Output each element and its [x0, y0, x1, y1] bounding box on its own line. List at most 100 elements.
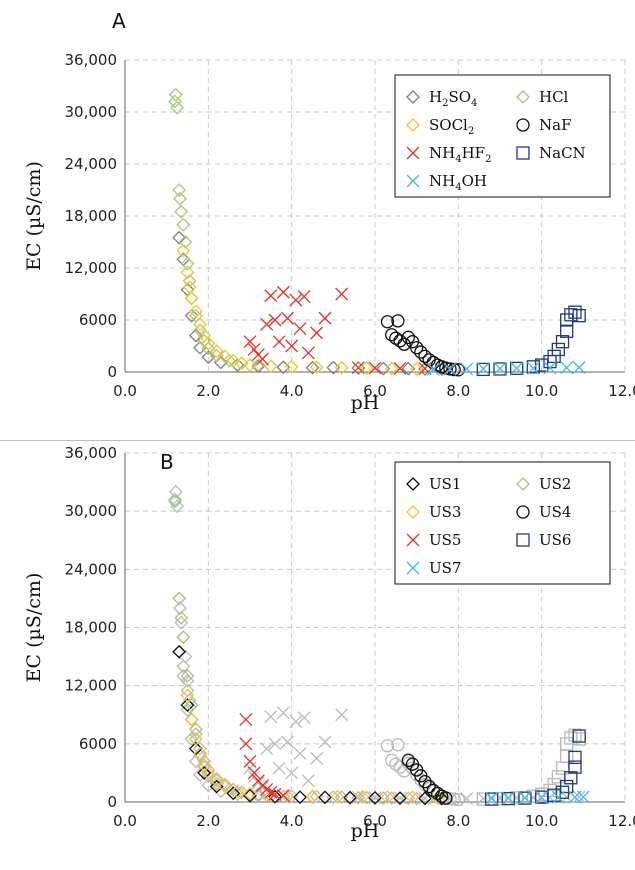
data-point — [184, 698, 199, 712]
background-point — [572, 790, 586, 804]
series-SOCl2 — [176, 243, 424, 376]
data-point — [460, 362, 474, 376]
data-point — [281, 311, 294, 325]
data-point — [451, 363, 465, 377]
background-point — [568, 728, 582, 742]
series-NH4HF2 — [243, 285, 457, 376]
legend-label-part: HCl — [539, 88, 569, 106]
y-tick-label: 18,000 — [65, 207, 118, 225]
data-point — [301, 346, 315, 360]
data-point — [168, 94, 182, 109]
data-point — [485, 791, 499, 805]
legend-marker — [406, 477, 420, 491]
background-point — [182, 693, 197, 708]
series-US7 — [485, 790, 590, 805]
data-point — [176, 252, 191, 267]
y-tick-label: 0 — [107, 793, 117, 811]
data-point — [268, 789, 282, 804]
data-point — [197, 765, 212, 780]
background-point — [168, 492, 182, 507]
legend-label: US1 — [429, 475, 461, 493]
x-tick-label: 2.0 — [196, 382, 220, 400]
legend: US1 US2 US3 US4 US5 US6 US7 — [394, 461, 611, 585]
y-axis-label: EC (µS/cm) — [23, 573, 45, 683]
data-point — [180, 256, 195, 271]
data-point — [576, 790, 590, 804]
data-point — [380, 790, 395, 805]
background-point — [493, 791, 507, 806]
legend-label-part: US3 — [429, 503, 461, 521]
data-point — [247, 343, 261, 356]
legend-marker — [516, 477, 530, 491]
legend-label: US2 — [539, 475, 571, 493]
background-point — [272, 761, 286, 775]
y-tick-label: 6000 — [79, 735, 117, 753]
x-tick-label: 4.0 — [280, 382, 304, 400]
legend-label: NaF — [539, 116, 571, 134]
y-tick-label: 24,000 — [65, 155, 118, 173]
background-point — [310, 751, 324, 765]
x-tick-label: 12.0 — [608, 812, 635, 830]
data-point — [284, 359, 299, 374]
y-axis-label: EC (µS/cm) — [23, 161, 45, 271]
data-point — [547, 349, 561, 364]
legend-marker — [406, 561, 420, 575]
data-point — [355, 790, 370, 804]
y-tick-label: 30,000 — [65, 502, 118, 520]
data-point — [201, 341, 216, 356]
legend-label-part: 2 — [442, 98, 448, 109]
y-tick-label: 12,000 — [65, 259, 118, 277]
data-point — [209, 344, 224, 359]
x-tick-label: 6.0 — [363, 382, 387, 400]
y-tick-label: 30,000 — [65, 103, 118, 121]
data-point — [222, 353, 237, 368]
legend-label: NaCN — [539, 144, 586, 162]
background-point — [368, 791, 382, 805]
data-point — [543, 354, 557, 369]
data-point — [535, 791, 549, 805]
background-point — [234, 785, 249, 800]
data-point — [239, 737, 253, 751]
data-point — [560, 324, 574, 338]
background-point — [180, 683, 195, 698]
legend-label: US5 — [429, 531, 461, 549]
legend-marker — [406, 174, 420, 188]
legend-label-part: US5 — [429, 531, 461, 549]
data-point — [572, 361, 586, 374]
data-point — [551, 790, 565, 804]
legend-label: US3 — [429, 503, 461, 521]
data-point — [410, 341, 424, 355]
legend-label-part: US1 — [429, 475, 461, 493]
background-point — [393, 791, 407, 805]
background-point — [281, 735, 294, 749]
legend-label-part: H — [429, 88, 442, 106]
background-point — [176, 630, 191, 645]
y-tick-label: 24,000 — [65, 560, 118, 578]
data-point — [201, 336, 216, 351]
data-point — [239, 713, 253, 727]
legend-label-part: SO — [448, 88, 471, 106]
background-point — [351, 790, 365, 804]
data-point — [247, 766, 261, 780]
legend-label: SOCl2 — [429, 116, 474, 137]
data-point — [268, 787, 282, 801]
data-point — [501, 791, 515, 806]
data-point — [172, 230, 187, 245]
data-point — [568, 760, 582, 774]
data-point — [226, 353, 241, 368]
x-tick-label: 8.0 — [446, 382, 470, 400]
data-point — [426, 362, 440, 376]
series-HCl — [168, 87, 266, 372]
data-point — [268, 313, 282, 327]
data-point — [476, 362, 490, 377]
data-point — [368, 790, 382, 805]
series-H2SO4 — [172, 230, 449, 377]
x-tick-label: 8.0 — [446, 812, 470, 830]
background-point — [264, 710, 278, 724]
data-point — [343, 790, 357, 805]
background-point — [385, 753, 399, 767]
background-point — [297, 711, 311, 725]
background-point — [476, 792, 490, 806]
background-point — [318, 735, 332, 749]
data-point — [168, 494, 182, 509]
